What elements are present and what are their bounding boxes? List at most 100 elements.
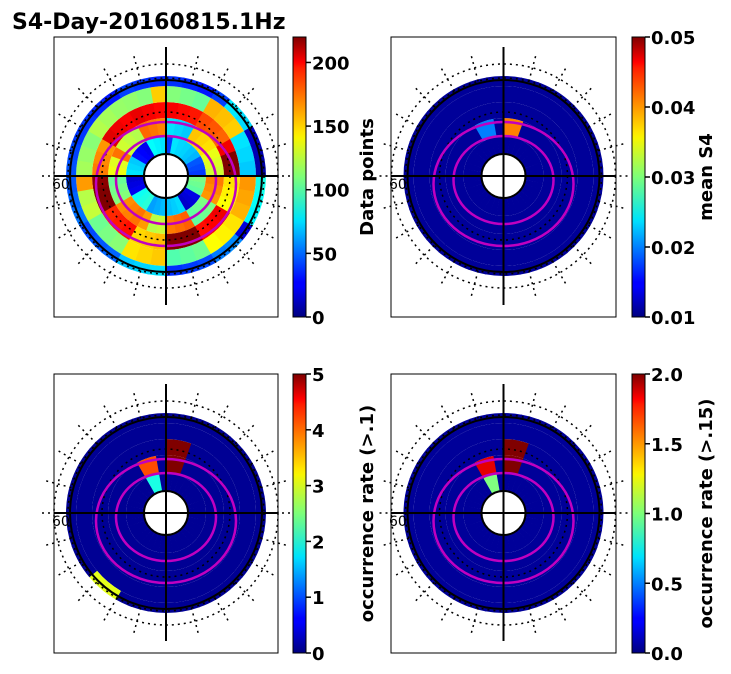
meridian-spoke [102, 260, 118, 286]
heatmap-cell [522, 493, 542, 506]
heatmap-cell [131, 186, 150, 202]
heatmap-cell [145, 531, 159, 551]
heatmap-cell [405, 140, 420, 161]
heatmap-cell [212, 560, 235, 583]
meridian-spoke [250, 449, 276, 465]
heatmap-cell [448, 189, 469, 205]
heatmap-cell [213, 107, 236, 130]
heatmap-cell [511, 138, 524, 158]
heatmap-cell [88, 454, 110, 476]
meridian-spoke [394, 224, 420, 240]
heatmap-cell [524, 179, 543, 191]
heatmap-cell [187, 176, 206, 184]
colorbar-tick-label: 1.5 [651, 435, 683, 456]
heatmap-cell [503, 423, 521, 441]
heatmap-cell [148, 76, 167, 88]
heatmap-cell [553, 476, 574, 494]
heatmap-cell [463, 512, 482, 520]
colorbar-gradient [631, 373, 646, 654]
heatmap-cell [126, 168, 145, 176]
heatmap-cell [187, 506, 206, 514]
heatmap-cell [129, 106, 147, 126]
heatmap-cell [413, 159, 431, 176]
meridian-spoke [439, 260, 456, 286]
heatmap-cell [178, 245, 197, 265]
colorbar-gradient [292, 373, 307, 654]
heatmap-cell [486, 413, 505, 425]
heatmap-cell [477, 192, 493, 211]
heatmap-cell [203, 182, 224, 197]
heatmap-cell [502, 248, 520, 266]
heatmap-cell [434, 443, 457, 466]
heatmap-cells [66, 76, 266, 276]
heatmap-cell [146, 138, 159, 157]
heatmap-cell [477, 141, 493, 160]
meridian-spoke [56, 112, 82, 128]
heatmap-cell [178, 424, 198, 444]
heatmap-cell [101, 464, 122, 484]
heatmap-cell [503, 197, 511, 216]
heatmap-cell [503, 473, 511, 492]
heatmap-cell [405, 477, 420, 498]
heatmap-cell [66, 494, 78, 513]
heatmap-cell [433, 222, 456, 245]
meridian-spoke [587, 561, 613, 577]
heatmap-cell [455, 111, 476, 132]
heatmap-cell [515, 245, 535, 265]
heatmap-cell [522, 226, 541, 246]
meridian-spoke [394, 449, 420, 465]
heatmap-cell [166, 473, 174, 492]
heatmap-cell [433, 475, 454, 494]
colorbar-tick-label: 0.04 [651, 98, 695, 119]
heatmap-cell [182, 150, 201, 166]
heatmap-cell [139, 529, 155, 548]
meridian-spoke [190, 54, 200, 82]
heatmap-cell [572, 188, 593, 208]
heatmap-cell [455, 220, 475, 241]
heatmap-cell [128, 225, 147, 246]
heatmap-cell [150, 423, 167, 441]
heatmap-cell [117, 220, 137, 241]
heatmap-cell [489, 533, 500, 553]
heatmap-cell [519, 77, 539, 92]
meridian-spoke [250, 112, 276, 128]
heatmap-cell [173, 195, 186, 214]
meridian-spoke [439, 66, 456, 92]
heatmap-cell [203, 435, 225, 457]
colorbar-tick-label: 4 [312, 421, 325, 442]
heatmap-cell [418, 200, 440, 221]
heatmap-cell [455, 557, 475, 578]
meridian-spoke [214, 597, 230, 623]
meridian-spoke [214, 66, 230, 92]
heatmap-cell [511, 475, 524, 495]
heatmap-cell [118, 448, 138, 469]
meridian-spoke [250, 561, 276, 577]
heatmap-cell [238, 513, 256, 530]
colorbar-tick-label: 200 [312, 53, 350, 74]
heatmap-cell [465, 225, 484, 246]
heatmap-cell [485, 264, 504, 276]
heatmap-cell [472, 526, 490, 544]
colorbar-tick-label: 0.5 [651, 574, 683, 595]
heatmap-cell [507, 136, 518, 156]
heatmap-cell [182, 524, 201, 540]
heatmap-cell [126, 505, 145, 513]
heatmap-cell [140, 102, 157, 122]
heatmap-cell [444, 232, 467, 254]
heatmap-cell [522, 183, 542, 197]
heatmap-cell [76, 512, 94, 529]
meridian-spoke [132, 391, 142, 419]
heatmap-cell [413, 175, 431, 192]
colorbar-tick-label: 0.0 [651, 644, 683, 665]
heatmap-cell [107, 232, 129, 254]
heatmap-cell [468, 186, 487, 202]
heatmap-cell [510, 532, 524, 551]
heatmap-cell [230, 468, 251, 489]
heatmap-cell [525, 169, 544, 177]
heatmap-cell [576, 513, 594, 530]
meridian-spoke [102, 403, 118, 429]
heatmap-cell [469, 414, 489, 429]
heatmap-cell [573, 145, 593, 164]
heatmap-cell [524, 516, 543, 528]
heatmap-cell [67, 140, 82, 161]
